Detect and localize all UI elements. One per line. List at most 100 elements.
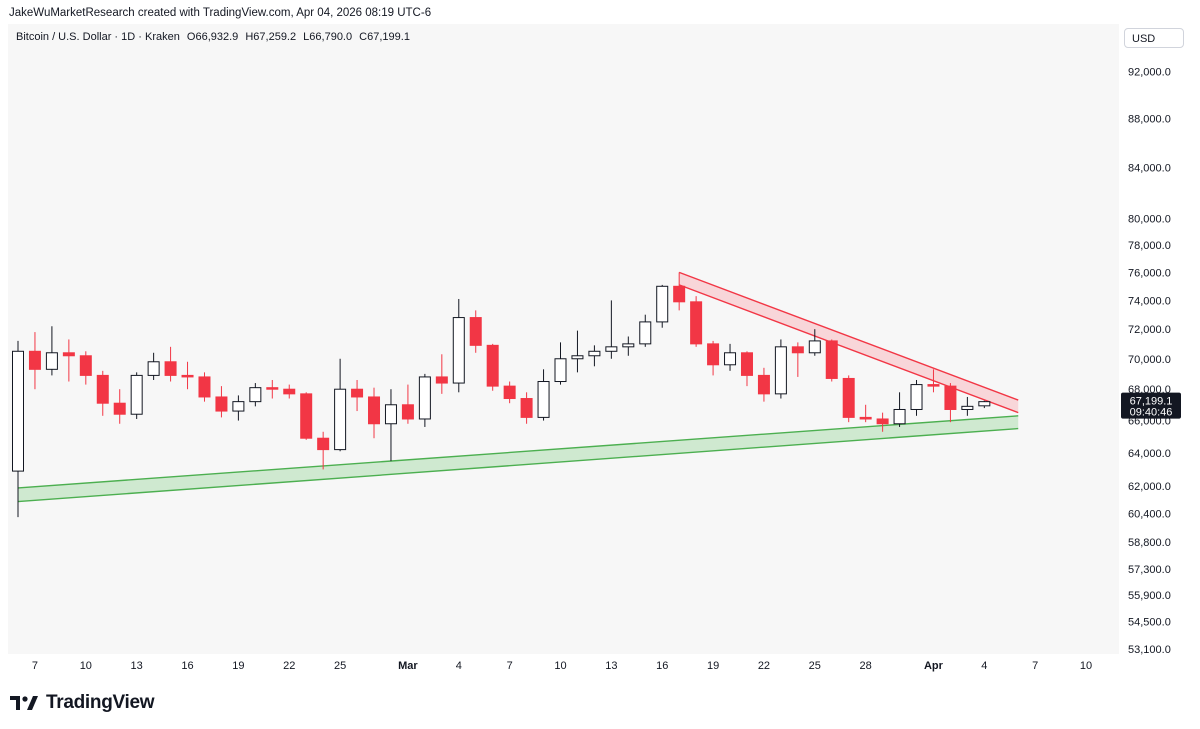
candle-body <box>198 376 211 398</box>
candle-body <box>520 398 533 418</box>
time-tick-label: 13 <box>605 660 617 672</box>
support-channel-fill <box>18 415 1019 502</box>
candle-body <box>893 408 906 425</box>
tradingview-logo-text: TradingView <box>46 692 155 713</box>
candle-body <box>961 405 974 410</box>
candle <box>893 392 906 427</box>
candle <box>435 354 448 394</box>
price-tick-label: 54,500.0 <box>1128 617 1171 629</box>
time-tick-label: 10 <box>80 660 92 672</box>
candle-body <box>45 352 58 370</box>
candle <box>384 389 397 462</box>
candle-body <box>825 340 838 379</box>
price-tick-label: 74,000.0 <box>1128 295 1171 307</box>
candle-body <box>452 317 465 384</box>
candlestick-chart[interactable]: 92,000.0 88,000.0 84,000.0 80,000.0 78,000.0… <box>8 24 1192 678</box>
candle <box>656 284 669 328</box>
symbol-legend[interactable]: Bitcoin / U.S. Dollar · 1D · Kraken O66,… <box>16 31 410 43</box>
candle <box>876 412 889 432</box>
candle-body <box>537 381 550 418</box>
price-tick-label: 88,000.0 <box>1128 113 1171 125</box>
candle-body <box>639 321 652 345</box>
support-channel-lower-line <box>17 427 1019 503</box>
candle <box>113 389 126 424</box>
last-price-value: 67,199.1 <box>1130 396 1173 408</box>
price-tick-label: 92,000.0 <box>1128 67 1171 79</box>
candle <box>45 326 58 376</box>
time-tick-label: 7 <box>1032 660 1038 672</box>
candle-body <box>266 387 279 390</box>
candle <box>673 272 686 311</box>
candle-body <box>351 388 364 398</box>
candle <box>164 346 177 382</box>
candle <box>232 395 245 421</box>
tradingview-logo[interactable]: TradingView <box>10 692 155 714</box>
resistance-channel-upper-line <box>678 271 1019 401</box>
candle <box>368 387 381 439</box>
candle <box>317 431 330 470</box>
candle-body <box>978 401 991 407</box>
time-tick-label: 22 <box>758 660 770 672</box>
candle-body <box>181 374 194 378</box>
time-tick-label: 25 <box>809 660 821 672</box>
candle-body <box>334 388 347 451</box>
candle <box>927 369 940 393</box>
candle-body <box>435 376 448 384</box>
tradingview-logo-icon <box>10 696 38 710</box>
time-tick-label: 22 <box>283 660 295 672</box>
plot-background <box>8 24 1119 654</box>
candle-body <box>774 346 787 395</box>
candle <box>469 310 482 353</box>
symbol-name: Bitcoin / U.S. Dollar · 1D · Kraken <box>16 31 180 43</box>
candle <box>757 367 770 402</box>
candle <box>774 339 787 399</box>
candle <box>520 392 533 424</box>
candle-body <box>249 387 262 403</box>
chart-area[interactable]: 92,000.0 88,000.0 84,000.0 80,000.0 78,000.0… <box>8 24 1192 678</box>
candle-body <box>486 344 499 387</box>
candle-body <box>707 343 720 366</box>
time-axis-bg <box>8 654 1119 678</box>
price-tick-label: 60,400.0 <box>1128 509 1171 521</box>
time-tick-label: 4 <box>981 660 987 672</box>
candle <box>622 336 635 356</box>
candle <box>791 342 804 377</box>
last-price-badge <box>1121 392 1181 419</box>
candle-body <box>469 317 482 346</box>
candle <box>300 392 313 440</box>
candle-body <box>317 437 330 451</box>
candle-body <box>28 350 41 370</box>
candle <box>401 384 414 424</box>
candle <box>554 342 567 385</box>
price-axis: 92,000.0 88,000.0 84,000.0 80,000.0 78,000.0… <box>1119 24 1192 678</box>
candle-body <box>147 361 160 376</box>
candles <box>12 272 991 518</box>
candle-body <box>605 346 618 352</box>
time-tick-label: 19 <box>232 660 244 672</box>
time-axis: 7 10 13 16 19 22 25 Mar 4 7 10 13 16 19 22 25 28 Apr 4 7 10 <box>8 654 1119 678</box>
candle <box>12 340 24 518</box>
price-tick-label: 62,000.0 <box>1128 481 1171 493</box>
candle-body <box>12 350 24 472</box>
candle <box>961 396 974 416</box>
price-tick-label: 57,300.0 <box>1128 564 1171 576</box>
time-tick-label: Mar <box>398 660 418 672</box>
candle <box>181 361 194 390</box>
candle <box>215 386 228 418</box>
candle-body <box>808 340 821 354</box>
legend-open: O66,932.9 <box>186 31 239 43</box>
price-tick-label: 72,000.0 <box>1128 324 1171 336</box>
currency-selector[interactable]: USD <box>1124 28 1184 48</box>
price-tick-label: 76,000.0 <box>1128 267 1171 279</box>
candle <box>978 400 991 409</box>
time-tick-label: 19 <box>707 660 719 672</box>
time-tick-label: 25 <box>334 660 346 672</box>
resistance-channel-lower-line <box>678 284 1019 414</box>
candle-body <box>62 352 75 357</box>
candle <box>351 379 364 412</box>
candle-body <box>791 346 804 354</box>
candle <box>740 351 753 387</box>
candle <box>571 330 584 373</box>
bar-countdown: 09:40:46 <box>1130 407 1173 419</box>
candle <box>198 372 211 402</box>
